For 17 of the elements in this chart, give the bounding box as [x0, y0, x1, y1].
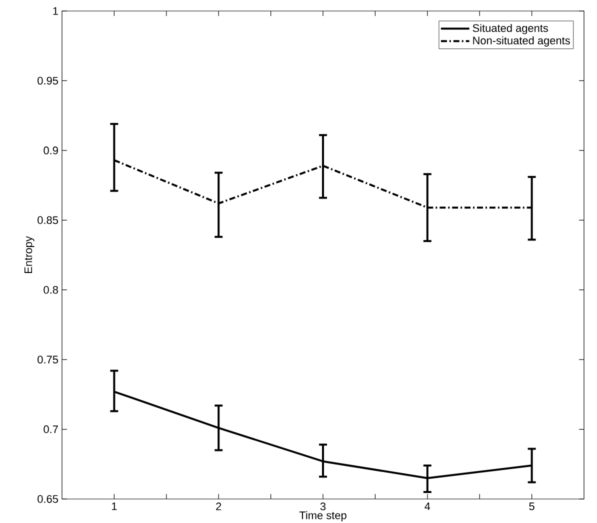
y-tick-label: 0.8 [44, 286, 58, 294]
x-tick-label: 3 [320, 502, 326, 510]
x-tick-label: 5 [529, 502, 534, 510]
y-tick-label: 0.85 [38, 216, 58, 224]
x-axis-title: Time step [299, 511, 346, 522]
legend-label: Non-situated agents [473, 36, 570, 47]
y-tick-label: 0.95 [38, 76, 58, 85]
y-tick-label: 1 [53, 7, 58, 15]
y-axis-title: Entropy [24, 236, 34, 273]
y-tick-label: 0.75 [38, 356, 58, 364]
y-tick-label: 0.9 [44, 146, 58, 154]
y-tick-label: 0.7 [44, 425, 58, 434]
x-tick-label: 2 [216, 502, 222, 510]
legend-label: Situated agents [472, 24, 548, 34]
x-tick-label: 4 [424, 502, 430, 510]
x-tick-label: 1 [112, 502, 117, 510]
y-tick-label: 0.65 [38, 495, 58, 503]
